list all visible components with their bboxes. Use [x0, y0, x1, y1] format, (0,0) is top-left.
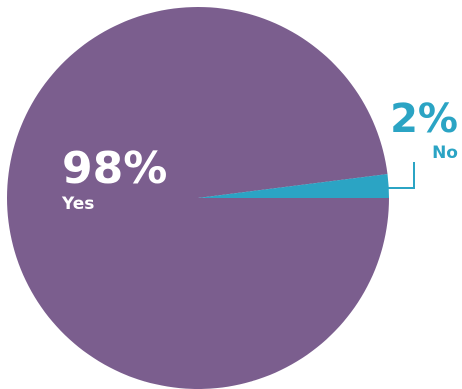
- slice-no-value-label: 2%: [390, 96, 458, 142]
- slice-no-category-label: No: [432, 143, 458, 163]
- slice-yes-value-label: 98%: [62, 143, 167, 194]
- pie-slice-no: [198, 174, 389, 198]
- pie-slices: [7, 7, 389, 389]
- leader-line-no: [388, 162, 415, 189]
- slice-yes-category-label: Yes: [61, 194, 94, 214]
- pie-slice-yes: [7, 7, 389, 389]
